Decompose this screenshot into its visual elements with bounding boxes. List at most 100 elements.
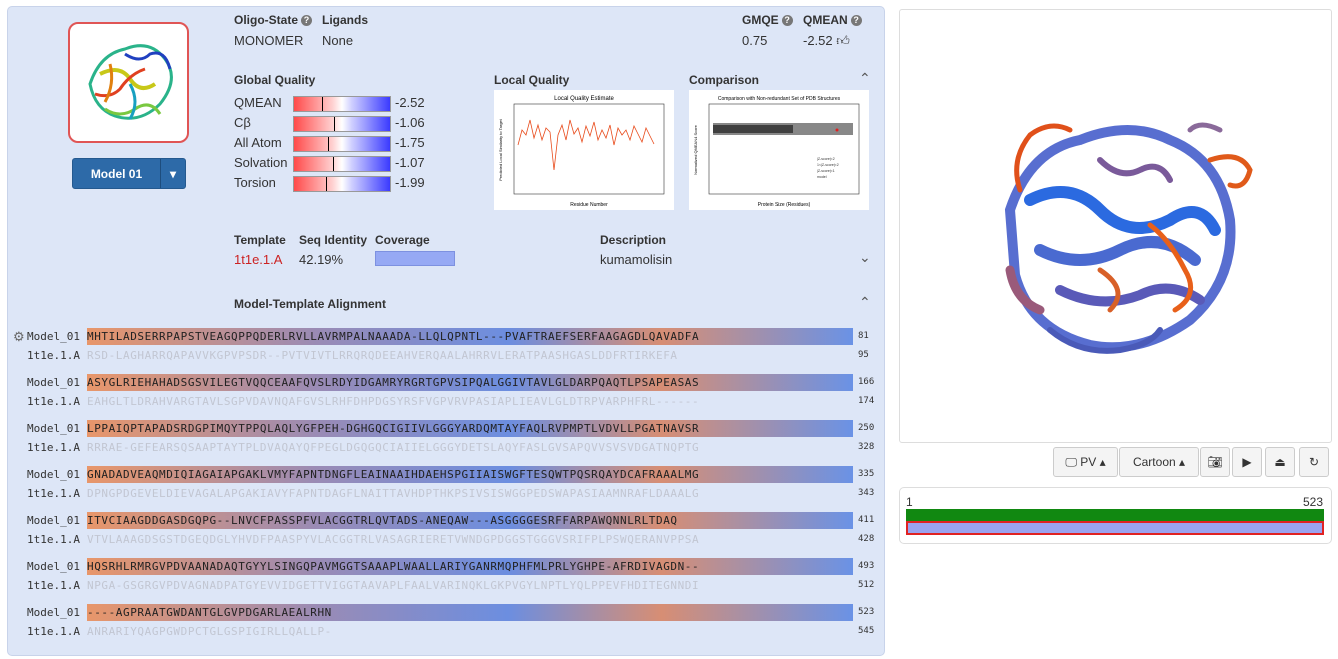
comparison-title: Comparison	[689, 73, 760, 87]
sequence-text[interactable]: DPNGPDGEVELDIEVAGALAPGAKIAVYFAPNTDAGFLNA…	[87, 487, 700, 500]
camera-icon: 📷︎	[1207, 455, 1223, 469]
sequence-text[interactable]: ----AGPRAATGWDANTGLGVPDGARLAEALRHN	[87, 604, 853, 621]
sequence-text[interactable]: RSD-LAGHARRQAPAVVKGPVPSDR--PVTVIVTLRRQRQ…	[87, 349, 678, 362]
comparison-legend-1: |Z-score|<2	[817, 157, 835, 161]
residue-end: 166	[858, 377, 875, 387]
residue-end: 250	[858, 423, 875, 433]
row-label: Model_01	[27, 514, 80, 527]
row-label: 1t1e.1.A	[27, 441, 80, 454]
quality-bar	[293, 156, 391, 172]
sequence-text[interactable]: RRRAE-GEFEARSQSAAPTAYTPLDVAQAYQFPEGLDGQG…	[87, 441, 700, 454]
seq-start: 1	[906, 495, 913, 509]
qmean-label: QMEAN?	[803, 13, 862, 27]
collapse-icon[interactable]: ⌃	[859, 294, 871, 310]
template-link[interactable]: 1t1e.1.A	[234, 252, 283, 267]
alignment-title: Model-Template Alignment	[234, 297, 387, 311]
quality-name: QMEAN	[234, 95, 282, 110]
row-label: Model_01	[27, 330, 80, 343]
ligands-label: Ligands	[322, 13, 369, 27]
residue-end: 545	[858, 626, 875, 636]
quality-name: Solvation	[234, 155, 288, 170]
sequence-text[interactable]: MHTILADSERRPAPSTVEAGQPPQDERLRVLLAVRMPALN…	[87, 328, 853, 345]
protein-thumbnail-image	[88, 44, 173, 120]
residue-end: 343	[858, 488, 875, 498]
comparison-plot[interactable]: Comparison with Non-redundant Set of PDB…	[689, 90, 869, 210]
protein-structure-3d	[1004, 122, 1253, 354]
sequence-text[interactable]: EAHGLTLDRAHVARGTAVLSGPVDAVNQAFGVSLRHFDHP…	[87, 395, 700, 408]
seq-identity-label: Seq Identity	[299, 233, 368, 247]
sequence-text[interactable]: VTVLAAAGDSGSTDGEQDGLYHVDFPAASPYVLACGGTRL…	[87, 533, 700, 546]
monitor-icon: 🖵︎	[1065, 454, 1081, 469]
residue-end: 81	[858, 331, 869, 341]
residue-end: 411	[858, 515, 875, 525]
quality-bar	[293, 176, 391, 192]
help-icon[interactable]: ?	[301, 15, 313, 26]
quality-name: Torsion	[234, 175, 276, 190]
quality-marker	[328, 137, 329, 151]
chevron-down-icon[interactable]: ▾	[160, 159, 185, 188]
row-label: Model_01	[27, 422, 80, 435]
row-label: Model_01	[27, 560, 80, 573]
residue-end: 523	[858, 607, 875, 617]
quality-marker	[334, 117, 335, 131]
quality-bar	[293, 116, 391, 132]
row-label: 1t1e.1.A	[27, 349, 80, 362]
sequence-text[interactable]: ASYGLRIEHAHADSGSVILEGTVQQCEAAFQVSLRDYIDG…	[87, 374, 853, 391]
quality-value: -1.06	[395, 115, 425, 130]
reset-button[interactable]: ↻	[1299, 447, 1329, 477]
local-quality-plot-title: Local Quality Estimate	[554, 96, 614, 102]
gear-icon[interactable]: ⚙	[13, 329, 25, 344]
local-quality-plot[interactable]: Local Quality Estimate Residue Number Pr…	[494, 90, 674, 210]
quality-value: -1.75	[395, 135, 425, 150]
model-select-button[interactable]: Model 01 ▾	[72, 158, 186, 189]
eject-icon: ⏏	[1274, 455, 1286, 469]
sequence-text[interactable]: ITVCIAAGDDGASDGQPG--LNVCFPASSPFVLACGGTRL…	[87, 512, 853, 529]
sequence-text[interactable]: HQSRHLRMRGVPDVAANADAQTGYYLSINGQPAVMGGTSA…	[87, 558, 853, 575]
expand-icon[interactable]: ⌄	[859, 249, 871, 265]
qmean-value: -2.52 👍︎	[803, 33, 850, 48]
sequence-overview[interactable]: 1 523	[899, 487, 1332, 544]
sequence-text[interactable]: NPGA-GSGRGVPDVAGNADPATGYEVVIDGETTVIGGTAA…	[87, 579, 700, 592]
play-button[interactable]: ▶	[1232, 447, 1262, 477]
row-label: 1t1e.1.A	[27, 395, 80, 408]
comparison-xlabel: Protein Size (Residues)	[758, 202, 811, 208]
gmqe-value: 0.75	[742, 33, 768, 48]
residue-end: 328	[858, 442, 875, 452]
help-icon[interactable]: ?	[850, 15, 862, 26]
help-icon[interactable]: ?	[781, 15, 793, 26]
comparison-ylabel: Normalized QMEAN4 Score	[693, 124, 698, 175]
model-panel: Model 01 ▾ Oligo-State? MONOMER Ligands …	[7, 6, 885, 656]
oligo-state-label: Oligo-State?	[234, 13, 313, 27]
thumbs-up-icon: 👍︎	[836, 33, 850, 48]
style-dropdown[interactable]: Cartoon ▴	[1119, 447, 1199, 477]
coverage-label: Coverage	[375, 233, 430, 247]
quality-value: -1.99	[395, 175, 425, 190]
sequence-text[interactable]: GNADADVEAQMDIQIAGAIAPGAKLVMYFAPNTDNGFLEA…	[87, 466, 853, 483]
row-label: 1t1e.1.A	[27, 579, 80, 592]
local-quality-ylabel: Predicted Local Similarity to Target	[498, 118, 503, 180]
structure-viewer[interactable]	[899, 9, 1332, 443]
comparison-legend-4: model	[817, 175, 827, 179]
description-value: kumamolisin	[600, 252, 673, 267]
gmqe-label: GMQE?	[742, 13, 793, 27]
row-label: 1t1e.1.A	[27, 533, 80, 546]
coverage-bar	[375, 251, 455, 266]
seq-end: 523	[1302, 495, 1323, 509]
residue-end: 335	[858, 469, 875, 479]
collapse-icon[interactable]: ⌃	[859, 70, 871, 86]
row-label: Model_01	[27, 468, 80, 481]
sequence-text[interactable]: LPPAIQPTAPADSRDGPIMQYTPPQLAQLYGFPEH-DGHG…	[87, 420, 853, 437]
camera-button[interactable]: 📷︎	[1200, 447, 1230, 477]
sequence-text[interactable]: ANRARIYQAGPGWDPCTGLGSPIGIRLLQALLP-	[87, 625, 332, 638]
model-coverage-track	[906, 509, 1324, 521]
quality-marker	[326, 177, 327, 191]
comparison-legend-2: 1<|Z-score|<2	[817, 163, 839, 167]
quality-marker	[322, 97, 323, 111]
model-thumbnail[interactable]	[68, 22, 189, 143]
ligands-value: None	[322, 33, 354, 48]
renderer-dropdown[interactable]: 🖵︎ PV ▴	[1053, 447, 1118, 477]
eject-button[interactable]: ⏏	[1265, 447, 1295, 477]
quality-marker	[333, 157, 334, 171]
template-coverage-track[interactable]	[906, 521, 1324, 535]
refresh-icon: ↻	[1308, 455, 1320, 469]
